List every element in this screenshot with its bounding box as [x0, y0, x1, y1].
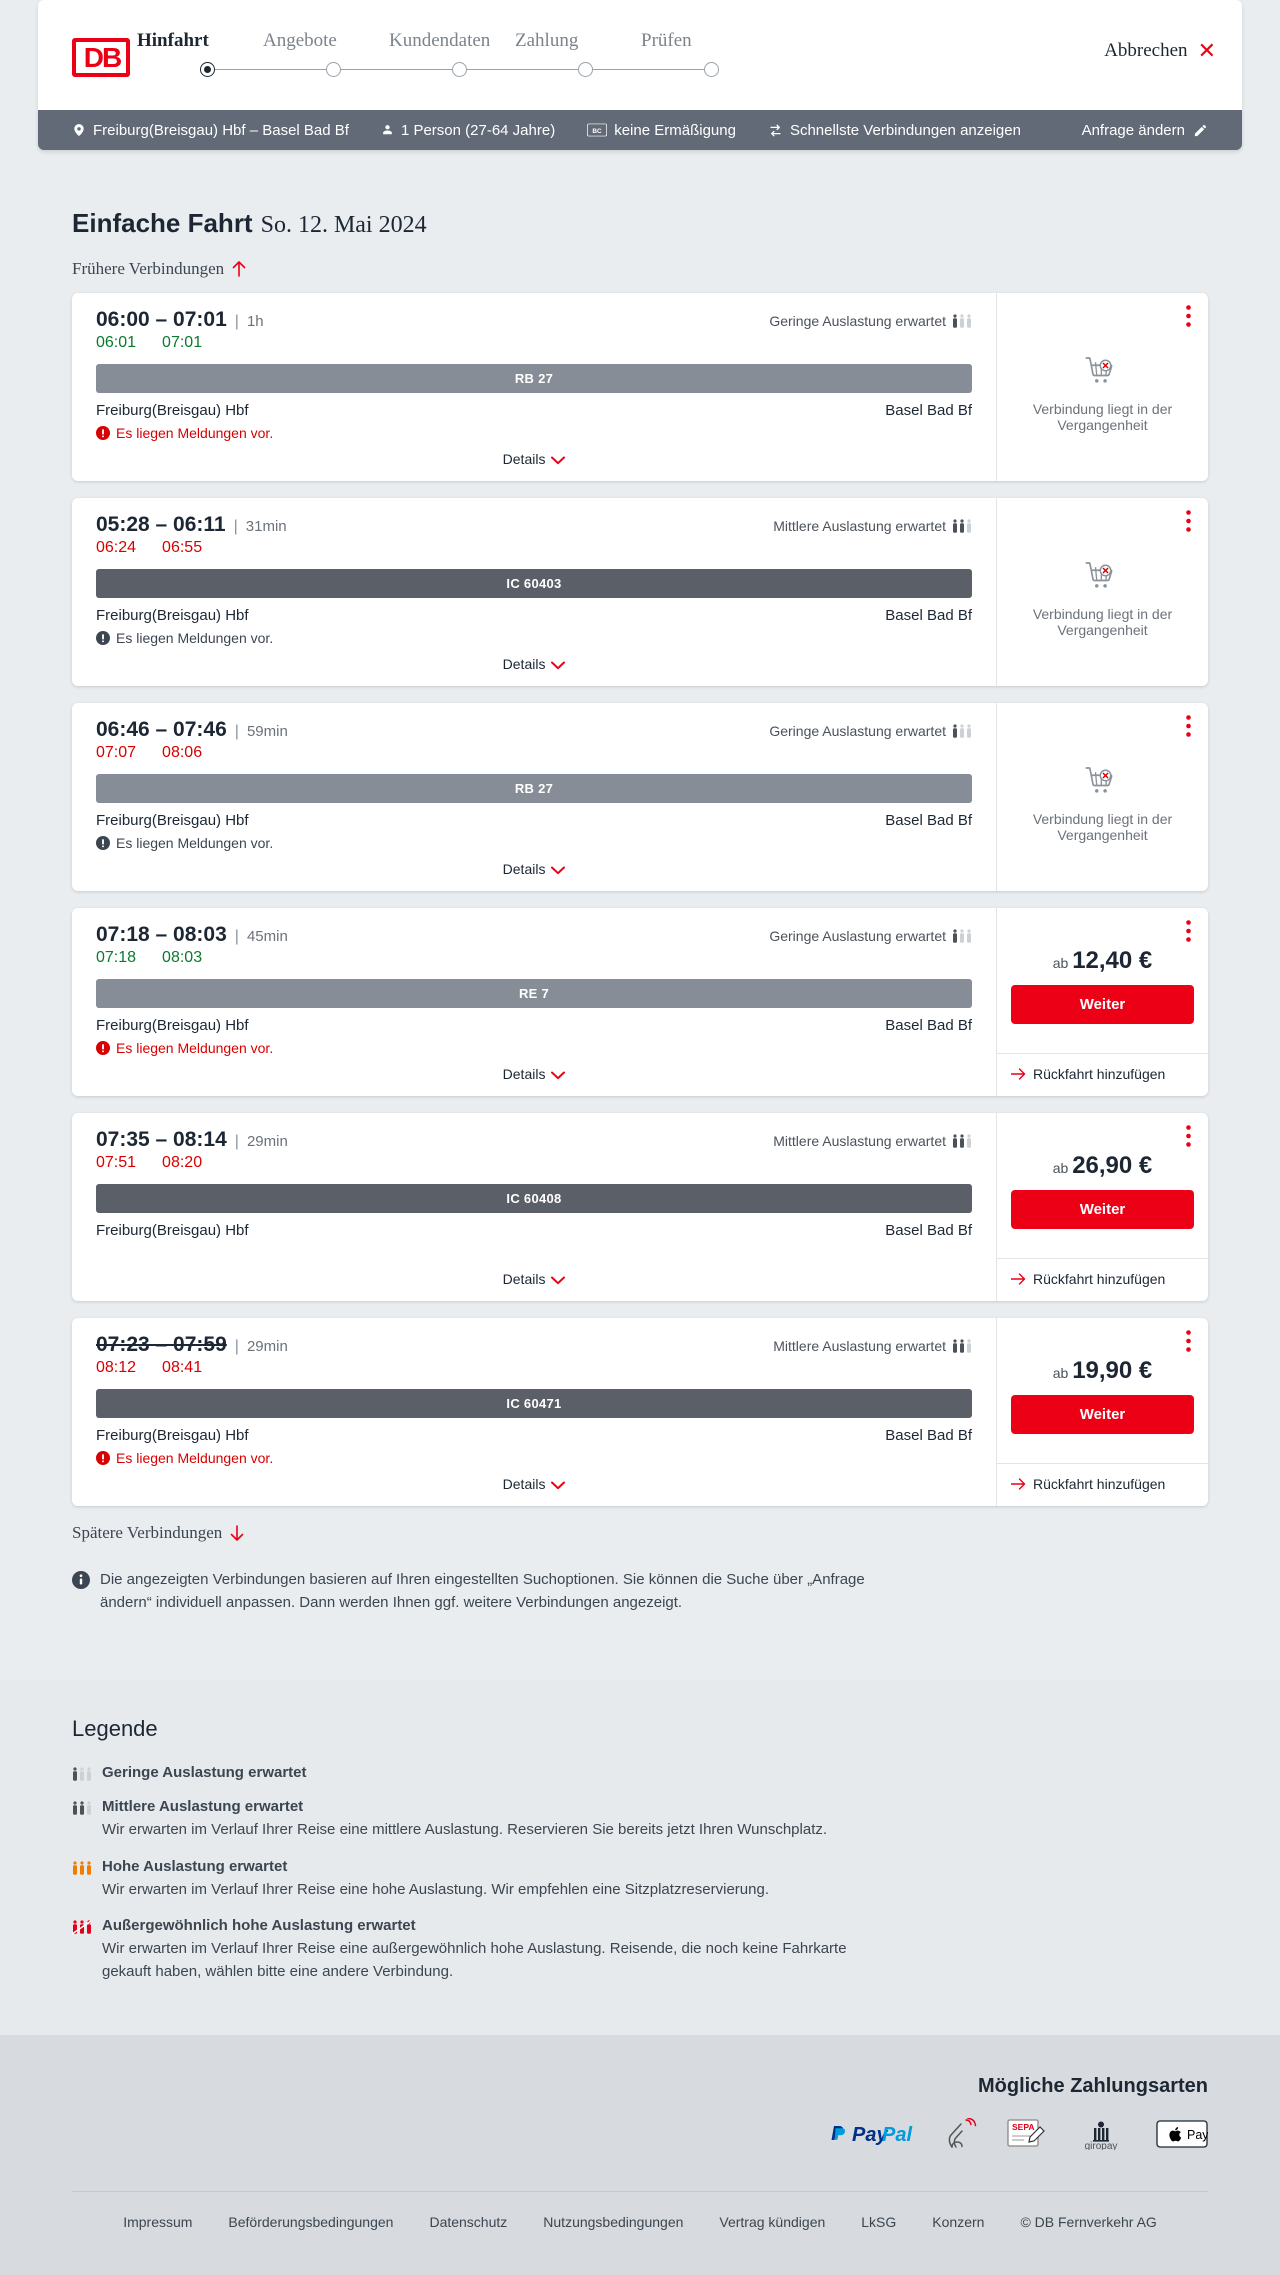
svg-text:Pay: Pay	[1187, 2128, 1208, 2142]
svg-text:SEPA: SEPA	[1012, 2122, 1035, 2132]
svg-text:BC: BC	[593, 128, 603, 135]
svg-text:Pal: Pal	[882, 2124, 912, 2146]
svg-text:giropay: giropay	[1085, 2141, 1118, 2150]
